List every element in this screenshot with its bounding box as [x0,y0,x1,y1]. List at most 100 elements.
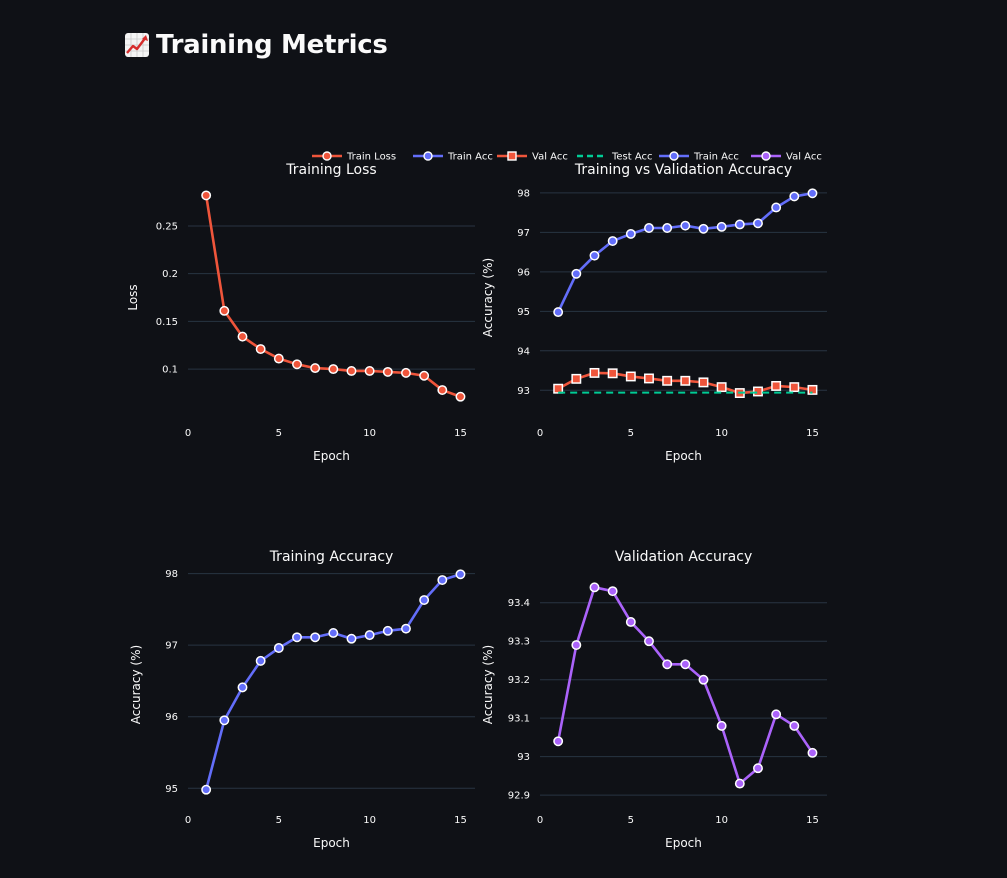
data-point [644,223,654,233]
x-tick-label: 0 [537,815,543,826]
y-tick-label: 97 [517,228,530,239]
x-axis-title: Epoch [665,449,702,463]
y-tick-label: 96 [165,712,178,723]
x-axis-title: Epoch [313,836,350,850]
data-point [807,384,818,395]
page-title-text: Training Metrics [156,30,388,60]
series-line-train-acc [204,573,461,791]
subplot-1: 0.1 0.15 0.2 0.25 0 5 10 15 Epoch Loss Training Lo… [126,162,475,463]
data-point [237,331,248,342]
subplot-title: Training vs Validation Accuracy [574,162,792,178]
data-point [455,569,466,580]
data-point [680,375,691,386]
x-tick-label: 10 [363,428,376,439]
data-point [437,385,448,396]
subplot-2: 93 94 95 96 97 98 0 5 10 15 Epoch Accuracy (%) Train… [481,162,827,463]
legend-label: Val Acc [532,152,568,163]
y-tick-label: 95 [517,307,530,318]
x-tick-label: 0 [185,428,191,439]
data-point [364,630,375,641]
legend-item[interactable]: Train Acc [413,151,493,163]
y-tick-label: 0.1 [162,365,178,376]
legend-marker [322,151,332,161]
data-point [807,188,818,199]
data-point [607,368,618,379]
subplot-3: 95 96 97 98 0 5 10 15 Epoch Accuracy (%) Training … [129,549,475,850]
y-axis-title: Loss [126,284,140,310]
data-point [437,575,448,585]
data-point [698,674,709,685]
y-tick-label: 94 [517,346,530,357]
data-point [571,268,582,279]
data-point [644,373,654,384]
data-point [553,736,564,747]
data-point [644,636,654,647]
y-axis-title: Accuracy (%) [481,258,495,337]
y-tick-label: 93.3 [508,637,530,648]
y-tick-label: 0.25 [156,221,178,232]
data-point [589,582,600,593]
data-point [680,659,691,670]
y-tick-label: 96 [517,267,530,278]
legend-label: Train Acc [693,152,739,163]
legend-label: Train Loss [346,152,396,163]
data-point [716,221,727,232]
y-tick-label: 93.2 [508,675,530,686]
x-tick-label: 15 [454,815,467,826]
data-point [571,373,582,384]
data-point [789,382,800,393]
chart-increasing-icon [125,33,149,57]
x-tick-label: 15 [454,428,467,439]
data-point [771,202,782,213]
y-tick-label: 97 [165,641,178,652]
data-point [753,386,763,397]
data-point [401,367,411,378]
legend-item[interactable]: Train Acc [659,151,739,163]
legend-marker [761,151,771,161]
x-tick-label: 15 [806,815,819,826]
data-point [237,682,248,693]
data-point [201,190,212,201]
legend-item[interactable]: Train Loss [312,151,396,163]
page-title: Training Metrics [124,30,388,60]
data-point [346,633,357,644]
legend-marker [669,151,679,161]
data-point [455,391,466,402]
y-tick-label: 98 [165,569,178,580]
data-point [589,250,600,261]
x-tick-label: 5 [276,815,282,826]
y-axis-title: Accuracy (%) [129,645,143,724]
subplot-title: Training Loss [285,162,376,178]
data-point [589,367,600,378]
data-point [771,709,782,720]
x-tick-label: 0 [537,428,543,439]
data-point [346,366,357,376]
data-point [607,586,618,597]
x-tick-label: 10 [715,428,728,439]
data-point [419,370,430,381]
data-point [201,784,212,795]
data-point [753,763,763,774]
legend-label: Test Acc [611,152,653,163]
y-tick-label: 93 [517,752,530,763]
data-point [553,383,564,394]
data-point [662,659,673,670]
legend-label: Train Acc [447,152,493,163]
legend-marker [423,151,433,161]
data-point [419,595,430,606]
x-tick-label: 5 [628,428,634,439]
data-point [328,628,339,638]
legend-label: Val Acc [786,152,822,163]
data-point [382,625,393,636]
subplot-title: Training Accuracy [269,549,394,565]
legend-item[interactable]: Val Acc [497,151,568,163]
data-point [328,364,339,375]
y-tick-label: 0.15 [156,317,178,328]
legend-item[interactable]: Test Acc [577,152,653,163]
legend-item[interactable]: Val Acc [751,151,822,163]
data-point [789,191,800,202]
data-point [807,747,818,758]
legend: Train Loss Train Acc Val Acc Test Acc Train … [312,151,822,163]
data-point [716,720,727,731]
